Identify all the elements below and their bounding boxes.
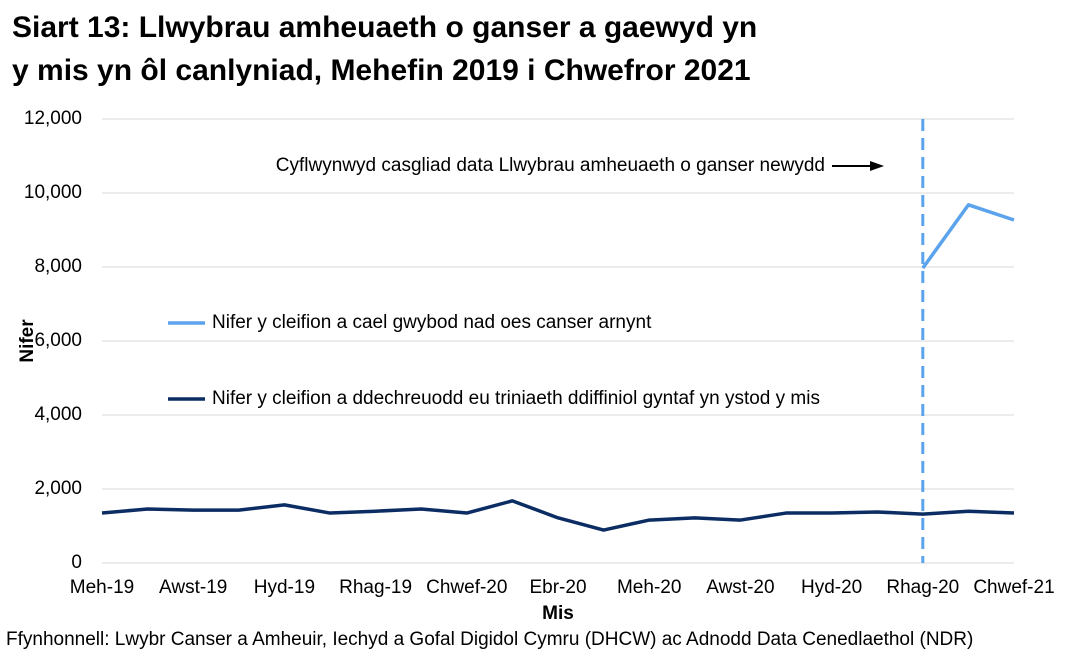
x-tick-label: Awst-20: [706, 577, 774, 598]
legend-label: Nifer y cleifion a cael gwybod nad oes c…: [212, 312, 652, 333]
x-tick-label: Chwef-20: [426, 577, 507, 598]
y-tick-label: 10,000: [24, 182, 82, 203]
x-tick-label: Chwef-21: [973, 577, 1054, 598]
x-tick-label: Awst-19: [159, 577, 227, 598]
x-tick-label: Rhag-20: [886, 577, 959, 598]
x-tick-label: Meh-20: [617, 577, 681, 598]
series-line: [921, 203, 1015, 270]
x-tick-label: Hyd-19: [254, 577, 315, 598]
x-tick-label: Ebr-20: [529, 577, 586, 598]
chart-title: y mis yn ôl canlyniad, Mehefin 2019 i Ch…: [12, 54, 751, 87]
x-tick-label: Meh-19: [70, 577, 134, 598]
chart-title: Siart 13: Llwybrau amheuaeth o ganser a …: [12, 11, 757, 44]
y-tick-label: 8,000: [34, 256, 82, 277]
legend-label: Nifer y cleifion a ddechreuodd eu trinia…: [212, 388, 820, 409]
x-tick-label: Rhag-19: [339, 577, 412, 598]
annotation-arrowhead: [870, 161, 884, 171]
source-note: Ffynhonnell: Lwybr Canser a Amheuir, Iec…: [6, 629, 973, 650]
y-tick-label: 12,000: [24, 108, 82, 129]
y-axis-label: Nifer: [17, 319, 38, 363]
series-line: [101, 499, 1015, 532]
x-tick-label: Hyd-20: [801, 577, 862, 598]
y-tick-label: 4,000: [34, 404, 82, 425]
y-tick-label: 0: [71, 552, 82, 573]
x-axis-label: Mis: [542, 603, 574, 624]
annotation-text: Cyflwynwyd casgliad data Llwybrau amheua…: [276, 155, 825, 176]
y-tick-label: 6,000: [34, 330, 82, 351]
y-tick-label: 2,000: [34, 478, 82, 499]
